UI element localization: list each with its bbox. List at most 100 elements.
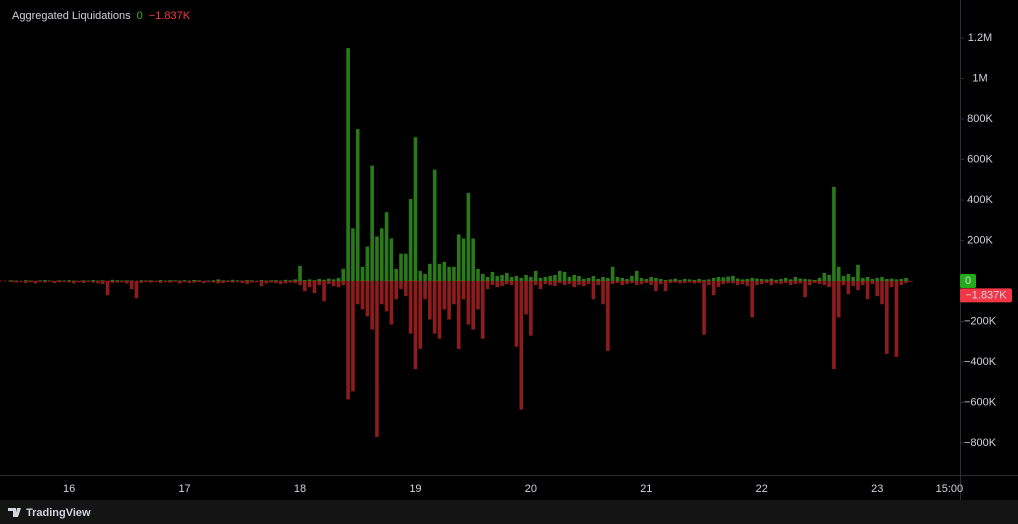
- bar: [851, 281, 855, 287]
- bar: [442, 281, 447, 310]
- bar: [495, 281, 500, 288]
- bar: [630, 275, 634, 282]
- bar: [644, 278, 649, 282]
- bar: [711, 281, 716, 296]
- bar: [144, 281, 148, 283]
- bar: [663, 281, 668, 292]
- bar: [716, 281, 721, 288]
- bar: [100, 281, 105, 285]
- bar: [96, 280, 100, 282]
- bar: [817, 277, 822, 282]
- bar: [432, 169, 437, 282]
- bar: [808, 279, 812, 282]
- bar: [264, 280, 269, 282]
- bar: [812, 281, 817, 284]
- bar: [259, 279, 264, 282]
- logo: TradingView: [8, 507, 91, 519]
- bar: [490, 281, 495, 286]
- bar: [692, 281, 697, 284]
- bar: [76, 281, 81, 283]
- bar: [856, 264, 860, 282]
- x-tick-label: 19: [409, 483, 421, 495]
- bar: [62, 281, 67, 283]
- bar: [764, 279, 769, 282]
- bar: [28, 281, 33, 283]
- bar: [216, 281, 221, 284]
- bar: [221, 280, 225, 282]
- bar: [841, 281, 846, 286]
- bar: [524, 281, 528, 315]
- bar: [9, 281, 14, 283]
- bar: [731, 281, 735, 284]
- bar: [485, 276, 490, 282]
- bar: [860, 281, 865, 286]
- bar: [293, 281, 297, 284]
- bar: [278, 280, 283, 282]
- bar: [885, 278, 889, 282]
- bar: [538, 277, 543, 282]
- bar: [639, 277, 644, 282]
- bar: [548, 281, 552, 286]
- bar: [240, 281, 245, 284]
- bar: [283, 281, 288, 284]
- bar: [586, 281, 591, 285]
- bar: [615, 276, 620, 282]
- bar: [471, 238, 475, 282]
- bar: [735, 278, 740, 282]
- bar: [331, 281, 336, 287]
- bar: [755, 278, 759, 282]
- bar: [211, 280, 216, 282]
- bar: [336, 281, 341, 288]
- bar: [485, 281, 490, 290]
- bar: [798, 278, 803, 282]
- bar: [788, 281, 793, 286]
- bar: [43, 279, 47, 282]
- bar: [553, 274, 557, 282]
- bar: [490, 271, 495, 282]
- bar: [303, 281, 307, 292]
- bar: [822, 281, 827, 286]
- bar: [567, 276, 572, 282]
- bar: [288, 280, 293, 282]
- bar: [673, 281, 677, 283]
- bar: [870, 281, 875, 285]
- bar: [596, 281, 601, 286]
- bar: [572, 281, 576, 288]
- bar: [202, 281, 206, 284]
- x-tick-label: 16: [63, 483, 75, 495]
- bar: [351, 281, 355, 392]
- x-tick-label: 23: [871, 483, 883, 495]
- bar: [418, 281, 423, 349]
- bar: [716, 276, 721, 282]
- bar: [466, 192, 471, 282]
- bar: [139, 280, 144, 282]
- bar: [312, 280, 317, 282]
- bar: [413, 137, 418, 282]
- bar: [432, 281, 437, 334]
- bar: [519, 277, 524, 282]
- bar: [67, 280, 71, 282]
- bar: [769, 281, 774, 286]
- bar: [283, 279, 288, 282]
- bar: [327, 278, 331, 282]
- bar: [668, 281, 673, 284]
- y-tick-label: 1M: [972, 72, 987, 84]
- bar: [697, 281, 702, 284]
- bar: [341, 268, 346, 282]
- bar: [404, 253, 408, 282]
- bar: [278, 281, 283, 285]
- bar: [91, 279, 95, 282]
- bar: [880, 276, 884, 282]
- bar: [779, 278, 783, 282]
- bar: [606, 281, 610, 351]
- bar: [375, 236, 379, 282]
- bar: [269, 280, 273, 282]
- bar: [644, 281, 649, 284]
- bar: [375, 281, 379, 437]
- bar: [836, 266, 841, 282]
- bar: [72, 281, 76, 284]
- y-tick-label: −200K: [964, 315, 997, 327]
- bar: [351, 228, 355, 282]
- bar: [288, 281, 293, 283]
- bar: [731, 275, 735, 282]
